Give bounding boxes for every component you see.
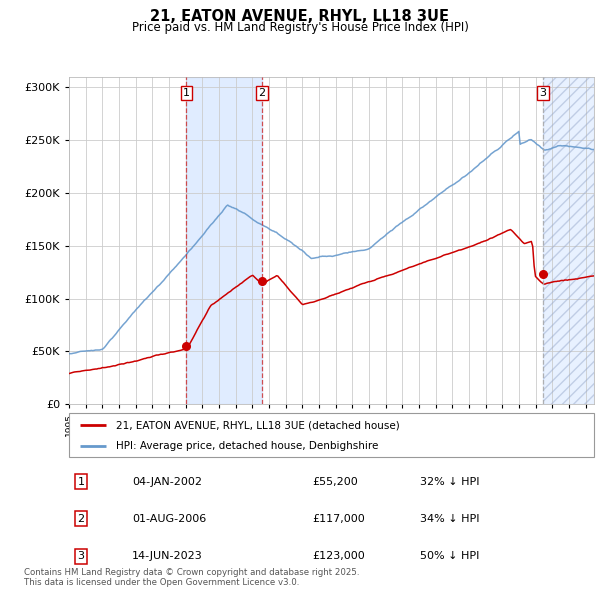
Bar bbox=[543, 77, 594, 404]
Text: 04-JAN-2002: 04-JAN-2002 bbox=[132, 477, 202, 487]
Text: Contains HM Land Registry data © Crown copyright and database right 2025.
This d: Contains HM Land Registry data © Crown c… bbox=[24, 568, 359, 587]
Text: 3: 3 bbox=[539, 88, 547, 98]
Text: 21, EATON AVENUE, RHYL, LL18 3UE: 21, EATON AVENUE, RHYL, LL18 3UE bbox=[151, 9, 449, 24]
Text: 2: 2 bbox=[77, 514, 85, 524]
Text: £123,000: £123,000 bbox=[312, 551, 365, 561]
Text: 21, EATON AVENUE, RHYL, LL18 3UE (detached house): 21, EATON AVENUE, RHYL, LL18 3UE (detach… bbox=[116, 421, 400, 430]
Text: 14-JUN-2023: 14-JUN-2023 bbox=[132, 551, 203, 561]
Text: HPI: Average price, detached house, Denbighshire: HPI: Average price, detached house, Denb… bbox=[116, 441, 379, 451]
Text: 50% ↓ HPI: 50% ↓ HPI bbox=[420, 551, 479, 561]
Text: 01-AUG-2006: 01-AUG-2006 bbox=[132, 514, 206, 524]
Text: 34% ↓ HPI: 34% ↓ HPI bbox=[420, 514, 479, 524]
Text: 3: 3 bbox=[77, 551, 85, 561]
Text: Price paid vs. HM Land Registry's House Price Index (HPI): Price paid vs. HM Land Registry's House … bbox=[131, 21, 469, 34]
Text: 2: 2 bbox=[259, 88, 266, 98]
Bar bbox=[543, 77, 594, 404]
Bar bbox=[187, 77, 262, 404]
FancyBboxPatch shape bbox=[69, 413, 594, 457]
Text: £55,200: £55,200 bbox=[312, 477, 358, 487]
Text: 1: 1 bbox=[183, 88, 190, 98]
Text: £117,000: £117,000 bbox=[312, 514, 365, 524]
Text: 32% ↓ HPI: 32% ↓ HPI bbox=[420, 477, 479, 487]
Text: 1: 1 bbox=[77, 477, 85, 487]
